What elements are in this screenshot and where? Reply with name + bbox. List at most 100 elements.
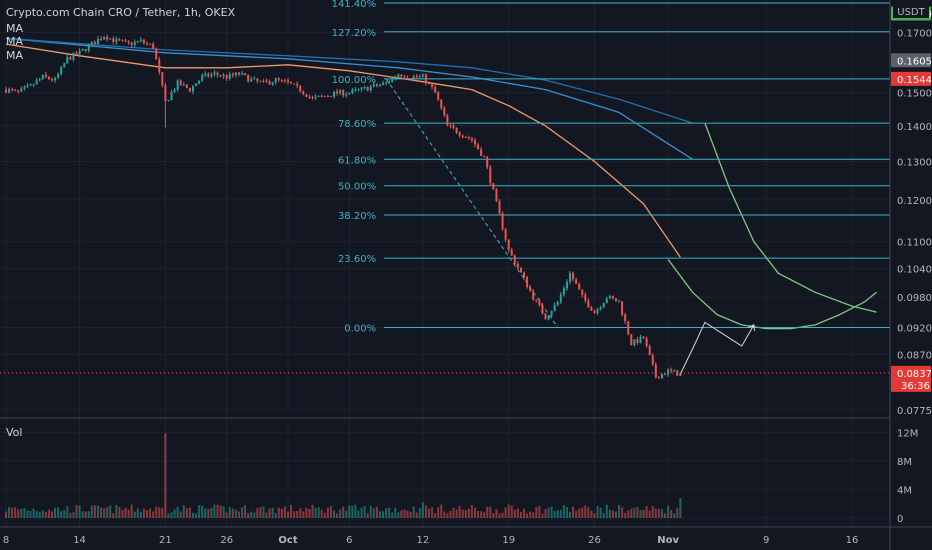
- volume-bar: [492, 513, 495, 518]
- candle-body: [348, 92, 351, 95]
- indicator-label-ma-2[interactable]: MA: [6, 35, 23, 48]
- candle-body: [271, 82, 274, 85]
- volume-bar: [523, 508, 526, 518]
- volume-bar: [35, 511, 38, 518]
- volume-bar: [572, 506, 575, 518]
- volume-bar: [81, 511, 84, 518]
- moving-average-line: [5, 37, 693, 160]
- candle-body: [290, 81, 293, 84]
- fibonacci-retracement[interactable]: 141.40% 127.20% 100.00% 78.60% 61.80% 50.00% 3…: [332, 0, 890, 335]
- candle-body: [133, 41, 136, 46]
- volume-bar: [464, 510, 467, 518]
- currency-label-box: [893, 4, 929, 18]
- fib-level-label: 38.20%: [338, 211, 376, 222]
- volume-bar: [544, 508, 547, 518]
- candle-body: [516, 263, 519, 268]
- candle-body: [559, 294, 562, 302]
- volume-bar: [38, 511, 41, 518]
- volume-bar: [96, 505, 99, 518]
- price-tag-label: 0.0837: [897, 369, 932, 380]
- volume-bar: [268, 508, 271, 518]
- candle-body: [495, 189, 498, 202]
- volume-bar: [645, 506, 648, 518]
- candlestick-series: [5, 34, 682, 379]
- price-axis[interactable]: 0.1700 0.1500 0.1400 0.1300 0.1200 0.1100 0.10…: [897, 29, 932, 417]
- volume-bar: [320, 510, 323, 518]
- candle-body: [253, 78, 256, 80]
- volume-bar: [54, 507, 57, 518]
- volume-pane-label[interactable]: Vol: [6, 426, 22, 439]
- volume-bar: [648, 510, 651, 518]
- volume-bar: [636, 506, 639, 518]
- volume-axis[interactable]: 0 4M 8M 12M: [897, 428, 918, 525]
- volume-tick-label: 4M: [897, 485, 912, 496]
- volume-bar: [667, 505, 670, 518]
- candle-body: [320, 95, 323, 97]
- candle-body: [225, 75, 228, 79]
- volume-bar: [305, 507, 308, 518]
- volume-bar: [136, 508, 139, 518]
- volume-bar: [280, 508, 283, 518]
- volume-bar: [72, 512, 75, 518]
- candle-body: [590, 307, 593, 311]
- candle-body: [437, 92, 440, 100]
- candle-body: [326, 95, 329, 97]
- volume-bar: [250, 511, 253, 518]
- indicator-label-ma-3[interactable]: MA: [6, 49, 23, 62]
- candle-body: [90, 41, 93, 45]
- candle-body: [660, 374, 663, 379]
- volume-bar: [84, 511, 87, 518]
- candle-body: [421, 74, 424, 77]
- volume-bar: [483, 512, 486, 518]
- volume-bar: [234, 509, 237, 518]
- candle-body: [569, 272, 571, 282]
- candle-body: [164, 85, 167, 102]
- time-tick-label: 12: [417, 535, 430, 546]
- candle-body: [477, 144, 480, 150]
- candle-body: [602, 302, 605, 308]
- candle-body: [127, 41, 130, 43]
- candle-body: [412, 76, 415, 80]
- volume-bar: [428, 508, 430, 518]
- moving-average-line: [5, 43, 681, 258]
- volume-bar: [118, 506, 121, 518]
- quote-currency-label[interactable]: USDT: [897, 7, 925, 18]
- volume-bar: [161, 508, 164, 518]
- time-tick-label: 26: [588, 535, 601, 546]
- candle-body: [507, 239, 510, 250]
- candle-body: [624, 314, 627, 322]
- volume-bar: [382, 511, 385, 518]
- volume-bar: [130, 504, 133, 518]
- price-tag: [891, 71, 931, 86]
- volume-bar: [556, 509, 559, 518]
- volume-bar: [498, 513, 501, 518]
- candle-body: [305, 94, 308, 97]
- candle-body: [121, 40, 124, 42]
- symbol-title[interactable]: Crypto.com Chain CRO / Tether, 1h, OKEX: [6, 6, 236, 19]
- time-axis[interactable]: 8 14 21 26 Oct 6 12 19 26 Nov 9 16: [3, 535, 859, 546]
- candle-body: [216, 72, 219, 76]
- volume-bar: [207, 509, 210, 518]
- volume-bar: [210, 507, 213, 518]
- volume-bar: [57, 507, 60, 518]
- price-tick-label: 0.1300: [897, 157, 932, 168]
- candle-body: [529, 287, 532, 291]
- candle-body: [195, 83, 198, 87]
- volume-bar: [50, 511, 53, 518]
- price-tag-label: 0.1605: [897, 56, 932, 67]
- candle-body: [480, 149, 483, 156]
- volume-bar: [8, 506, 11, 518]
- volume-bar: [283, 506, 286, 518]
- volume-bar: [191, 512, 194, 518]
- price-tag-label: 0.1544: [897, 75, 932, 86]
- candle-body: [394, 77, 397, 79]
- indicator-label-ma-1[interactable]: MA: [6, 22, 23, 35]
- volume-bar: [630, 508, 633, 518]
- volume-bar: [112, 513, 115, 518]
- price-tick-label: 0.1700: [897, 29, 932, 40]
- candle-body: [179, 80, 182, 86]
- candle-body: [176, 80, 179, 90]
- candle-body: [50, 79, 53, 81]
- projection-drawing[interactable]: [679, 321, 755, 375]
